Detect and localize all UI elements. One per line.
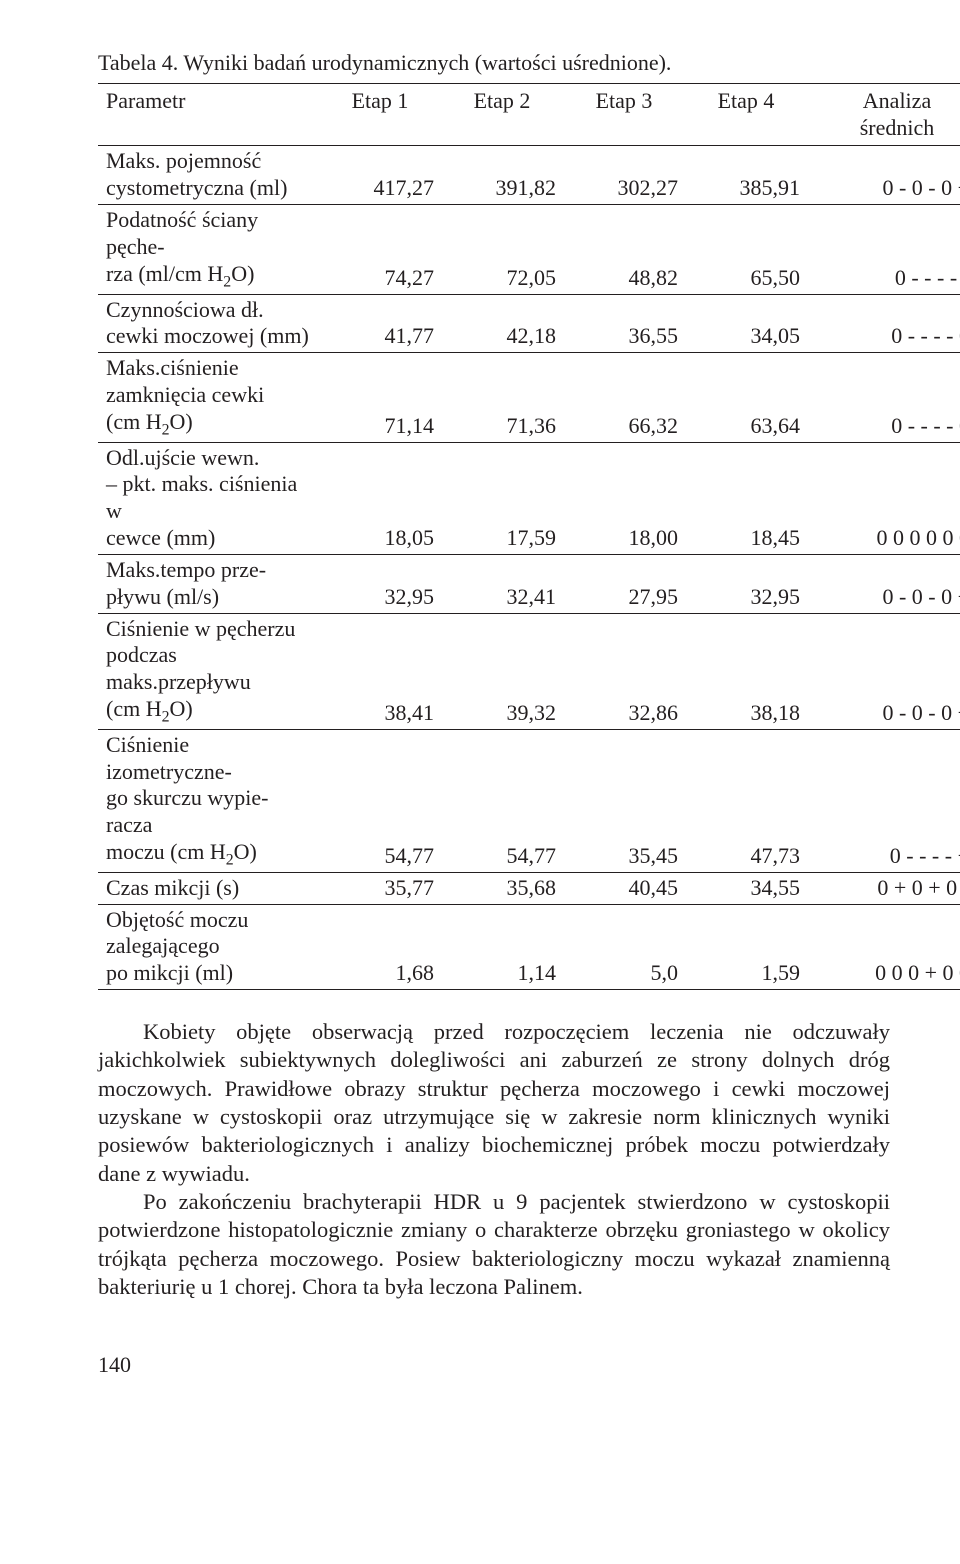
col-header-etap1: Etap 1 — [318, 83, 440, 146]
cell-etap3: 5,0 — [562, 904, 684, 989]
row-label: Objętość moczuzalegającegopo mikcji (ml) — [98, 904, 318, 989]
table-caption: Tabela 4. Wyniki badań urodynamicznych (… — [98, 50, 890, 77]
cell-etap4: 47,73 — [684, 729, 806, 872]
col-header-etap3: Etap 3 — [562, 83, 684, 146]
table-row: Maks.tempo prze-pływu (ml/s)32,9532,4127… — [98, 554, 960, 613]
table-row: Objętość moczuzalegającegopo mikcji (ml)… — [98, 904, 960, 989]
col-header-etap2: Etap 2 — [440, 83, 562, 146]
cell-analiza: 0 - - - - 0 — [806, 353, 960, 442]
cell-etap1: 74,27 — [318, 205, 440, 294]
row-label: Ciśnienie izometryczne-go skurczu wypie-… — [98, 729, 318, 872]
cell-etap2: 1,14 — [440, 904, 562, 989]
cell-etap2: 42,18 — [440, 294, 562, 353]
table-row: Maks.ciśnieniezamknięcia cewki (cm H2O)7… — [98, 353, 960, 442]
cell-etap3: 35,45 — [562, 729, 684, 872]
cell-etap4: 34,55 — [684, 872, 806, 904]
cell-etap4: 32,95 — [684, 554, 806, 613]
cell-etap4: 385,91 — [684, 146, 806, 205]
cell-etap1: 54,77 — [318, 729, 440, 872]
cell-etap2: 54,77 — [440, 729, 562, 872]
cell-etap3: 27,95 — [562, 554, 684, 613]
row-label: Czas mikcji (s) — [98, 872, 318, 904]
cell-analiza: 0 - - - - + — [806, 729, 960, 872]
cell-etap3: 40,45 — [562, 872, 684, 904]
col-header-param: Parametr — [98, 83, 318, 146]
cell-etap1: 18,05 — [318, 442, 440, 554]
cell-etap4: 1,59 — [684, 904, 806, 989]
table-row: Maks. pojemnośćcystometryczna (ml)417,27… — [98, 146, 960, 205]
cell-etap3: 48,82 — [562, 205, 684, 294]
paragraph-2: Po zakończeniu brachyterapii HDR u 9 pac… — [98, 1188, 890, 1301]
cell-analiza: 0 - - - - - — [806, 205, 960, 294]
cell-etap2: 391,82 — [440, 146, 562, 205]
cell-etap3: 36,55 — [562, 294, 684, 353]
paragraph-1: Kobiety objęte obserwacją przed rozpoczę… — [98, 1018, 890, 1188]
table-row: Odl.ujście wewn.– pkt. maks. ciśnienia w… — [98, 442, 960, 554]
cell-etap2: 72,05 — [440, 205, 562, 294]
table-row: Czynnościowa dł.cewki moczowej (mm)41,77… — [98, 294, 960, 353]
table-row: Podatność ściany pęche-rza (ml/cm H2O)74… — [98, 205, 960, 294]
cell-etap2: 39,32 — [440, 613, 562, 729]
table-row: Ciśnienie izometryczne-go skurczu wypie-… — [98, 729, 960, 872]
row-label: Maks. pojemnośćcystometryczna (ml) — [98, 146, 318, 205]
cell-analiza: 0 - 0 - 0 + — [806, 613, 960, 729]
cell-etap3: 18,00 — [562, 442, 684, 554]
document-page: Tabela 4. Wyniki badań urodynamicznych (… — [0, 0, 960, 1418]
cell-analiza: 0 0 0 + 0 0 — [806, 904, 960, 989]
cell-analiza: 0 - - - - 0 — [806, 294, 960, 353]
page-number: 140 — [98, 1352, 890, 1379]
cell-etap1: 71,14 — [318, 353, 440, 442]
table-row: Ciśnienie w pęcherzupodczas maks.przepły… — [98, 613, 960, 729]
cell-etap3: 66,32 — [562, 353, 684, 442]
cell-etap3: 32,86 — [562, 613, 684, 729]
row-label: Czynnościowa dł.cewki moczowej (mm) — [98, 294, 318, 353]
cell-etap3: 302,27 — [562, 146, 684, 205]
cell-etap2: 32,41 — [440, 554, 562, 613]
cell-etap1: 1,68 — [318, 904, 440, 989]
cell-etap2: 35,68 — [440, 872, 562, 904]
cell-etap1: 32,95 — [318, 554, 440, 613]
cell-etap4: 65,50 — [684, 205, 806, 294]
col-header-analiza: Analizaśrednich — [806, 83, 960, 146]
row-label: Podatność ściany pęche-rza (ml/cm H2O) — [98, 205, 318, 294]
cell-etap4: 18,45 — [684, 442, 806, 554]
urodynamic-results-table: ParametrEtap 1Etap 2Etap 3Etap 4Analizaś… — [98, 83, 960, 990]
row-label: Maks.ciśnieniezamknięcia cewki (cm H2O) — [98, 353, 318, 442]
cell-etap2: 71,36 — [440, 353, 562, 442]
cell-etap4: 38,18 — [684, 613, 806, 729]
cell-etap2: 17,59 — [440, 442, 562, 554]
col-header-etap4: Etap 4 — [684, 83, 806, 146]
cell-etap1: 41,77 — [318, 294, 440, 353]
table-row: Czas mikcji (s)35,7735,6840,4534,550 + 0… — [98, 872, 960, 904]
row-label: Odl.ujście wewn.– pkt. maks. ciśnienia w… — [98, 442, 318, 554]
cell-etap4: 34,05 — [684, 294, 806, 353]
row-label: Ciśnienie w pęcherzupodczas maks.przepły… — [98, 613, 318, 729]
cell-etap1: 35,77 — [318, 872, 440, 904]
cell-etap4: 63,64 — [684, 353, 806, 442]
cell-analiza: 0 - 0 - 0 + — [806, 554, 960, 613]
cell-etap1: 417,27 — [318, 146, 440, 205]
cell-analiza: 0 0 0 0 0 0 — [806, 442, 960, 554]
body-text: Kobiety objęte obserwacją przed rozpoczę… — [98, 1018, 890, 1301]
row-label: Maks.tempo prze-pływu (ml/s) — [98, 554, 318, 613]
cell-etap1: 38,41 — [318, 613, 440, 729]
cell-analiza: 0 - 0 - 0 + — [806, 146, 960, 205]
cell-analiza: 0 + 0 + 0 - — [806, 872, 960, 904]
